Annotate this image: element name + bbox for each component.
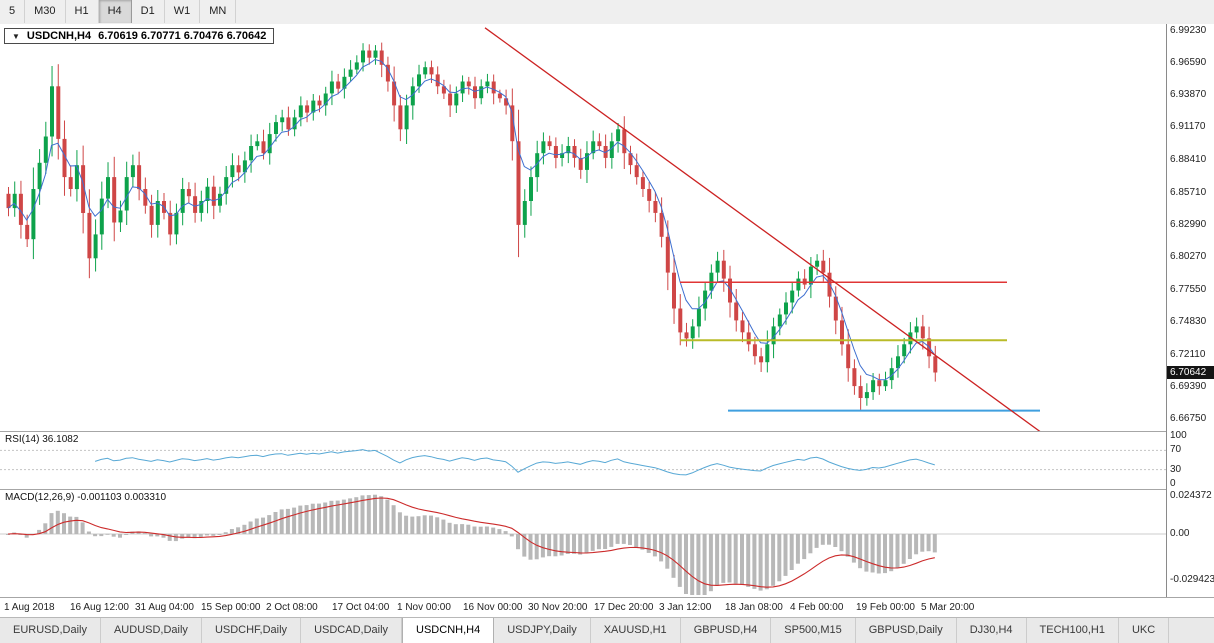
time-axis[interactable]: 1 Aug 2018 16 Aug 12:00 31 Aug 04:00 15 Sep… [0,597,1214,618]
symbol-tab-USDJPY-Daily[interactable]: USDJPY,Daily [494,618,591,643]
symbol-timeframe-text: USDCNH,H4 [26,30,92,42]
price-tick: 6.82990 [1170,219,1207,230]
price-chart-panel[interactable]: ▼ USDCNH,H4 6.70619 6.70771 6.70476 6.70… [0,24,1166,431]
timeframe-button-H1[interactable]: H1 [66,0,99,23]
symbol-tab-USDCHF-Daily[interactable]: USDCHF,Daily [202,618,302,643]
timeframe-toolbar: 5 M30 H1 H4 D1 W1 MN [0,0,1214,25]
timeframe-button-5[interactable]: 5 [0,0,26,23]
panel-separator[interactable] [0,489,1214,490]
macd-label: MACD(12,26,9) -0.001103 0.003310 [5,492,167,503]
rsi-label: RSI(14) 36.1082 [5,434,79,445]
timeframe-button-W1[interactable]: W1 [165,0,201,23]
price-tick: 6.99230 [1170,25,1207,36]
time-axis-label: 30 Nov 20:00 [528,602,588,613]
macd-scale-tick: 0.00 [1170,528,1190,539]
price-tick: 6.72110 [1170,349,1206,360]
price-tick: 6.77550 [1170,284,1207,295]
price-tick: 6.96590 [1170,57,1207,68]
timeframe-button-H4[interactable]: H4 [98,0,132,23]
price-tick: 6.88410 [1170,154,1207,165]
price-tick: 6.69390 [1170,381,1207,392]
time-axis-label: 16 Nov 00:00 [463,602,523,613]
timeframe-button-MN[interactable]: MN [200,0,237,23]
current-price-badge: 6.70642 [1167,366,1214,379]
chart-symbol-label: ▼ USDCNH,H4 6.70619 6.70771 6.70476 6.70… [4,28,275,44]
symbol-tab-SP500-M15[interactable]: SP500,M15 [771,618,856,643]
macd-canvas[interactable] [0,490,1166,597]
ohlc-values: 6.70619 6.70771 6.70476 6.70642 [98,30,267,42]
rsi-scale-tick: 70 [1170,444,1182,455]
price-tick: 6.66750 [1170,413,1207,424]
chart-tabs-bar: EURUSD,Daily AUDUSD,Daily USDCHF,Daily USDC… [0,617,1214,643]
symbol-tab-GBPUSD-Daily[interactable]: GBPUSD,Daily [856,618,957,643]
price-tick: 6.85710 [1170,187,1207,198]
symbol-tab-USDCAD-Daily[interactable]: USDCAD,Daily [301,618,403,643]
time-axis-label: 1 Nov 00:00 [397,602,451,613]
symbol-tab-GBPUSD-H4[interactable]: GBPUSD,H4 [681,618,772,643]
price-tick: 6.74830 [1170,316,1207,327]
macd-panel[interactable]: MACD(12,26,9) -0.001103 0.003310 [0,490,1166,597]
price-tick: 6.80270 [1170,251,1207,262]
time-axis-label: 3 Jan 12:00 [659,602,712,613]
chart-area: ▼ USDCNH,H4 6.70619 6.70771 6.70476 6.70… [0,24,1214,597]
symbol-tab-DJ30-H4[interactable]: DJ30,H4 [957,618,1027,643]
time-axis-label: 2 Oct 08:00 [266,602,318,613]
macd-scale-tick: 0.024372 [1170,490,1212,501]
symbol-tab-AUDUSD-Daily[interactable]: AUDUSD,Daily [101,618,202,643]
time-axis-label: 18 Jan 08:00 [725,602,783,613]
symbol-tab-UKC[interactable]: UKC [1119,618,1170,643]
time-axis-label: 17 Dec 20:00 [594,602,654,613]
price-scale[interactable]: 6.70642 6.99230 6.96590 6.93870 6.91170 6.88… [1166,24,1214,597]
collapse-arrow-icon[interactable]: ▼ [12,31,20,41]
symbol-tab-USDCNH-H4[interactable]: USDCNH,H4 [402,618,495,643]
time-axis-label: 5 Mar 20:00 [921,602,975,613]
timeframe-button-M30[interactable]: M30 [25,0,66,23]
time-axis-label: 4 Feb 00:00 [790,602,844,613]
rsi-scale-tick: 30 [1170,464,1182,475]
rsi-scale-tick: 0 [1170,478,1176,489]
time-axis-label: 15 Sep 00:00 [201,602,261,613]
panel-separator[interactable] [0,431,1214,432]
rsi-scale-tick: 100 [1170,430,1187,441]
symbol-tab-XAUUSD-H1[interactable]: XAUUSD,H1 [591,618,681,643]
rsi-panel[interactable]: RSI(14) 36.1082 [0,432,1166,489]
time-axis-label: 1 Aug 2018 [4,602,55,613]
price-tick: 6.93870 [1170,89,1207,100]
macd-scale-tick: -0.029423 [1170,574,1214,585]
symbol-tab-TECH100-H1[interactable]: TECH100,H1 [1027,618,1119,643]
time-axis-label: 19 Feb 00:00 [856,602,915,613]
time-axis-label: 31 Aug 04:00 [135,602,194,613]
time-axis-label: 17 Oct 04:00 [332,602,390,613]
timeframe-button-D1[interactable]: D1 [132,0,165,23]
time-axis-label: 16 Aug 12:00 [70,602,129,613]
price-tick: 6.91170 [1170,121,1206,132]
symbol-tab-EURUSD-Daily[interactable]: EURUSD,Daily [0,618,101,643]
rsi-canvas[interactable] [0,432,1166,489]
price-chart-canvas[interactable] [0,24,1166,431]
